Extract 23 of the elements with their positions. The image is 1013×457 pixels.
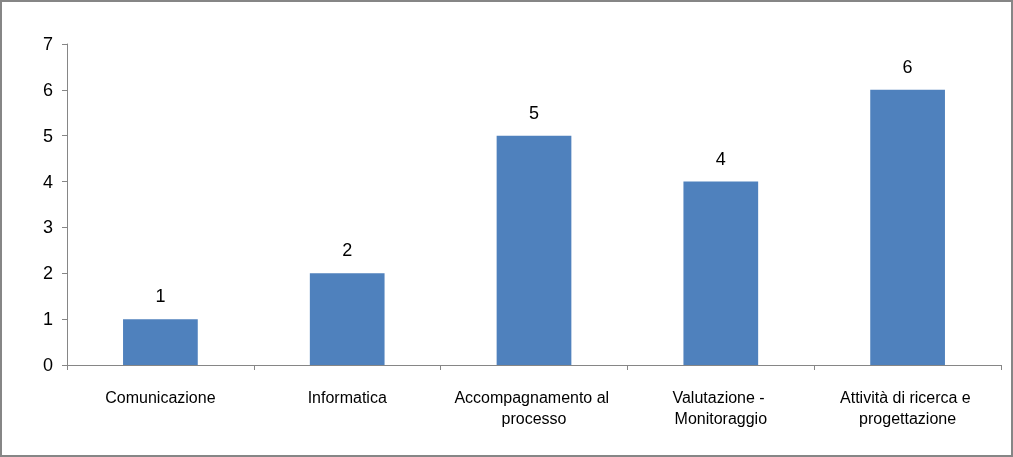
y-tick-label: 0 [42, 355, 53, 375]
bar [123, 319, 198, 365]
y-tick-label: 7 [42, 34, 53, 54]
data-label: 5 [528, 102, 540, 123]
y-tick-label: 3 [42, 217, 53, 238]
data-label: 1 [155, 286, 166, 307]
data-label: 2 [342, 240, 353, 261]
data-label: 6 [902, 56, 913, 77]
bar [496, 135, 572, 365]
x-tick-label: Valutazione - Monitoraggio [672, 389, 770, 427]
x-tick-label: Attività di ricerca e progettazione [840, 389, 976, 427]
bar [309, 273, 385, 365]
x-tick-label: Accompagnamento al processo [454, 389, 614, 427]
y-tick-label: 5 [42, 125, 53, 146]
y-tick-label: 1 [42, 309, 53, 330]
y-tick-label: 4 [42, 171, 53, 192]
y-tick-label: 2 [42, 263, 53, 284]
bar [870, 89, 945, 365]
x-tick-label: Comunicazione [105, 389, 216, 406]
data-label: 4 [715, 148, 726, 169]
bar [683, 181, 759, 365]
x-tick-label: Informatica [307, 389, 387, 406]
y-tick-label: 6 [42, 79, 53, 100]
